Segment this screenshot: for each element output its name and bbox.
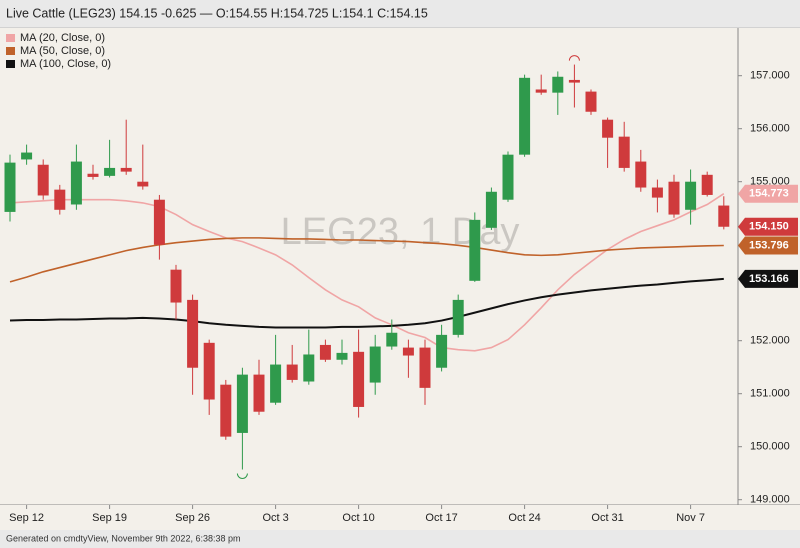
candle-body (253, 374, 265, 412)
candle-body (436, 334, 448, 368)
y-axis-area (738, 28, 800, 505)
candle-body (718, 205, 730, 227)
candle-body (319, 344, 331, 360)
ma-last-tag (738, 269, 798, 288)
candle-body (485, 191, 497, 228)
candle-body (402, 347, 414, 356)
ma-last-tag (738, 236, 798, 255)
x-tick-label: Oct 10 (342, 512, 374, 524)
x-tick-label: Oct 17 (425, 512, 457, 524)
candle-body (618, 136, 630, 168)
candle-body (602, 119, 614, 138)
candle-body (568, 79, 580, 83)
moving-average-line (9, 193, 725, 352)
x-axis-area (0, 505, 800, 530)
candle-body (236, 374, 248, 433)
close-last-label: 154.150 (749, 221, 789, 233)
candle-body (120, 167, 132, 172)
candle-body (203, 342, 215, 400)
candle-body (37, 164, 49, 196)
legend-label: MA (20, Close, 0) (20, 32, 105, 44)
candle-body (170, 269, 182, 303)
x-tick-label: Sep 12 (9, 512, 44, 524)
x-tick-label: Oct 3 (262, 512, 288, 524)
candle-body (651, 187, 663, 198)
candle-body (386, 332, 398, 347)
candle-body (54, 189, 66, 210)
ma-last-label: 154.773 (749, 188, 789, 200)
y-tick-label: 155.000 (750, 176, 790, 188)
candle-body (701, 174, 713, 195)
candle-body (187, 299, 199, 368)
candle-body (220, 384, 232, 437)
candle-body (452, 299, 464, 335)
ma-last-label: 153.166 (749, 273, 789, 285)
candle-body (336, 352, 348, 360)
candle-body (270, 364, 282, 403)
candle-body (469, 219, 481, 281)
candle-body (685, 181, 697, 210)
x-tick-label: Sep 26 (175, 512, 210, 524)
x-tick-label: Oct 24 (508, 512, 540, 524)
candle-body (585, 91, 597, 112)
candle-body (552, 76, 564, 93)
candle-body (137, 181, 149, 187)
chart-title: Live Cattle (LEG23) 154.15 -0.625 — O:15… (6, 6, 428, 20)
moving-average-line (9, 277, 724, 329)
candle-body (104, 167, 116, 176)
high-marker (568, 55, 580, 61)
close-last-tag (738, 217, 798, 236)
watermark: LEG23, 1 Day (281, 211, 520, 253)
candle-body (369, 346, 381, 383)
candle-body (502, 154, 514, 200)
candle-body (70, 161, 82, 205)
legend-swatch (6, 60, 15, 68)
candle-body (635, 161, 647, 188)
y-tick-label: 149.000 (750, 494, 790, 506)
legend-label: MA (50, Close, 0) (20, 45, 105, 57)
footer-bar (0, 530, 800, 548)
candle-body (87, 173, 99, 177)
legend-swatch (6, 47, 15, 55)
legend-swatch (6, 34, 15, 42)
x-tick-label: Nov 7 (676, 512, 705, 524)
plot-area (0, 28, 738, 505)
candle-body (303, 354, 315, 382)
candle-body (353, 351, 365, 407)
moving-average-line (9, 237, 724, 283)
candle-body (419, 347, 431, 388)
y-tick-label: 156.000 (750, 123, 790, 135)
y-tick-label: 152.000 (750, 335, 790, 347)
ma-last-label: 153.796 (749, 239, 789, 251)
candle-body (519, 77, 531, 155)
footer: Generated on cmdtyView, November 9th 202… (6, 533, 240, 543)
y-tick-label: 150.000 (750, 441, 790, 453)
candle-body (153, 199, 165, 245)
y-tick-label: 157.000 (750, 70, 790, 82)
legend-label: MA (100, Close, 0) (20, 58, 111, 70)
x-tick-label: Sep 19 (92, 512, 127, 524)
candle-body (286, 364, 298, 380)
low-marker (236, 473, 248, 479)
x-tick-label: Oct 31 (591, 512, 623, 524)
candle-body (535, 89, 547, 93)
y-tick-label: 151.000 (750, 388, 790, 400)
header-bar (0, 0, 800, 28)
candle-body (4, 162, 16, 212)
candle-body (668, 181, 680, 215)
ma-last-tag (738, 184, 798, 203)
candle-body (21, 152, 33, 160)
